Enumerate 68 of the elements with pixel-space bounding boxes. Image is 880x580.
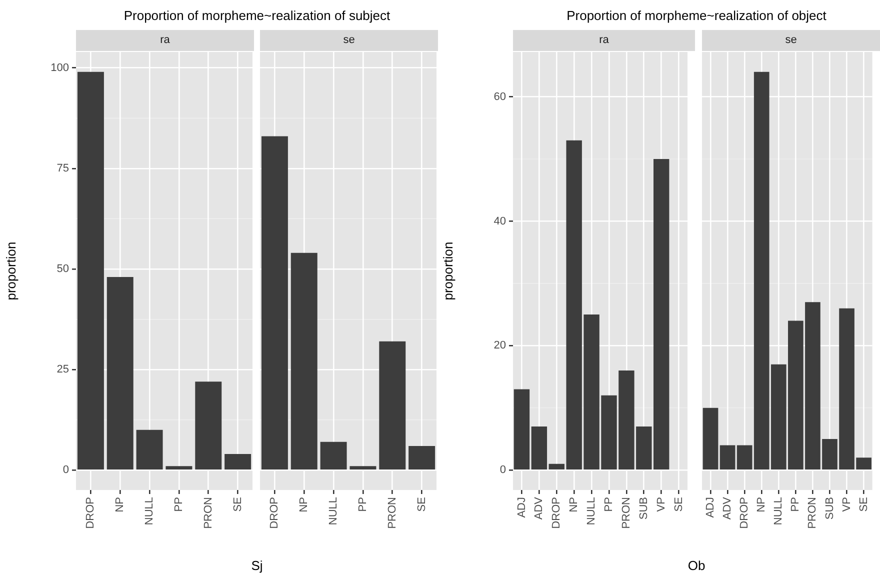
x-tick-label: NP bbox=[568, 497, 580, 512]
x-tick-label: PRON bbox=[202, 496, 214, 529]
chart-subtitle: ra bbox=[513, 30, 695, 51]
x-tick-label: SE bbox=[858, 497, 870, 512]
bar bbox=[350, 466, 376, 470]
y-axis-title: proportion bbox=[440, 242, 456, 300]
bar bbox=[702, 408, 718, 470]
x-tick-label: PP bbox=[172, 497, 185, 512]
bar bbox=[720, 445, 736, 470]
x-tick-label: NULL bbox=[328, 497, 340, 526]
x-axis-title: Ob bbox=[686, 558, 706, 573]
x-tick-label: SE bbox=[416, 497, 428, 512]
x-tick-label: PP bbox=[790, 497, 802, 512]
x-tick-label: PRON bbox=[386, 496, 398, 529]
x-tick-label: ADJ bbox=[516, 497, 528, 518]
x-tick-label: ADV bbox=[533, 496, 546, 520]
bar bbox=[320, 442, 347, 470]
bar bbox=[166, 466, 192, 470]
bar bbox=[408, 446, 436, 470]
x-tick-label: PRON bbox=[806, 496, 819, 529]
x-tick-label: NP bbox=[756, 497, 768, 512]
bar bbox=[106, 277, 134, 470]
bar bbox=[653, 159, 670, 470]
bar bbox=[379, 341, 406, 470]
chart-title: Proportion of morpheme~realization of subject bbox=[122, 8, 392, 23]
x-tick-label: PP bbox=[603, 497, 616, 512]
y-tick-label: 60 bbox=[494, 90, 506, 103]
x-tick-label: DROP bbox=[550, 497, 563, 529]
x-tick-label: DROP bbox=[84, 497, 97, 529]
x-tick-label: VP bbox=[655, 497, 668, 512]
y-tick-label: 50 bbox=[56, 263, 69, 276]
y-tick-label: 20 bbox=[494, 340, 506, 352]
x-tick-label: NULL bbox=[586, 497, 598, 526]
x-tick-label: NULL bbox=[144, 497, 156, 526]
bar bbox=[136, 430, 163, 470]
x-tick-label: SUB bbox=[824, 497, 836, 520]
bar bbox=[224, 454, 252, 470]
y-tick-label: 40 bbox=[494, 215, 506, 228]
x-tick-label: PRON bbox=[620, 496, 632, 529]
bar bbox=[195, 382, 222, 470]
x-tick-label: ADJ bbox=[704, 497, 717, 518]
x-tick-label: SE bbox=[672, 497, 685, 512]
bar bbox=[736, 445, 752, 470]
y-axis-title: proportion bbox=[3, 242, 18, 300]
x-tick-label: DROP bbox=[738, 497, 751, 529]
y-tick-label: 25 bbox=[56, 364, 69, 376]
x-tick-label: SE bbox=[232, 497, 244, 512]
chart-subtitle: ra bbox=[76, 30, 254, 51]
bar bbox=[514, 389, 530, 470]
chart-title: Proportion of morpheme~realization of object bbox=[566, 8, 828, 23]
y-tick-label: 0 bbox=[500, 464, 506, 476]
x-tick-label: NP bbox=[298, 497, 310, 512]
x-tick-label: NP bbox=[114, 497, 126, 512]
bar bbox=[261, 136, 288, 470]
chart-subtitle: se bbox=[702, 30, 880, 51]
bar bbox=[531, 426, 548, 470]
y-tick-label: 75 bbox=[56, 162, 69, 174]
x-tick-label: DROP bbox=[268, 497, 281, 529]
x-tick-label: NULL bbox=[772, 497, 785, 526]
x-axis-title: Sj bbox=[250, 558, 264, 573]
x-tick-label: ADV bbox=[722, 496, 734, 520]
x-tick-label: VP bbox=[840, 497, 853, 512]
y-tick-label: 0 bbox=[62, 464, 69, 476]
x-tick-label: PP bbox=[356, 497, 369, 512]
x-tick-label: SUB bbox=[638, 497, 650, 520]
chart-subtitle: se bbox=[260, 30, 438, 51]
y-tick-label: 100 bbox=[50, 62, 69, 74]
bar bbox=[290, 252, 318, 470]
